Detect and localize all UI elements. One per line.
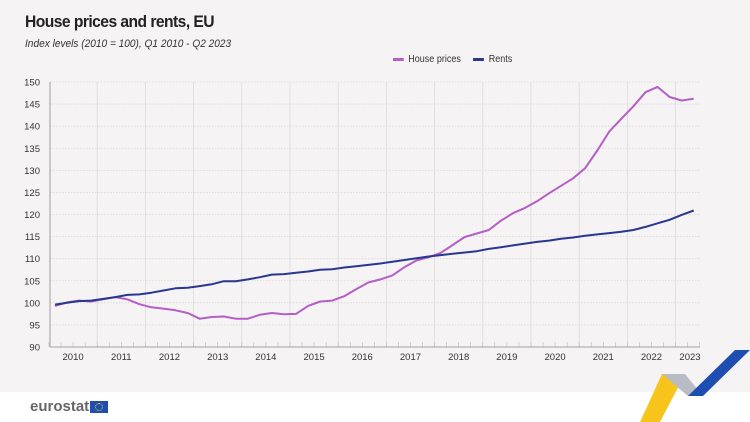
y-tick-label: 130 [24, 166, 40, 177]
y-tick-label: 95 [29, 320, 40, 331]
y-tick-label: 150 [24, 78, 40, 89]
y-tick-label: 100 [24, 298, 40, 309]
logo-text: eurostat [30, 398, 90, 415]
y-tick-label: 115 [25, 232, 40, 243]
x-tick-label: 2012 [159, 352, 180, 363]
legend: House prices Rents [393, 54, 512, 65]
series-line-rents [54, 209, 695, 306]
x-tick-label: 2017 [400, 352, 421, 363]
legend-label: Rents [488, 54, 513, 65]
chart-title: House prices and rents, EU [25, 12, 215, 31]
x-tick-label: 2013 [207, 352, 228, 363]
y-tick-label: 145 [24, 100, 40, 111]
chart-subtitle: Index levels (2010 = 100), Q1 2010 - Q2 … [25, 38, 232, 50]
y-tick-label: 105 [24, 276, 40, 287]
x-tick-label: 2023 [679, 352, 700, 363]
x-tick-label: 2018 [448, 352, 469, 363]
x-tick-label: 2011 [111, 352, 131, 363]
x-tick-label: 2015 [304, 352, 325, 363]
x-tick-label: 2020 [545, 352, 566, 363]
x-tick-label: 2014 [255, 352, 276, 363]
y-tick-label: 110 [25, 254, 40, 265]
x-tick-label: 2010 [63, 352, 84, 363]
grey-stripe [662, 374, 703, 396]
y-tick-label: 140 [24, 122, 40, 133]
line-chart: 90 95 100 105 110 115 120 125 130 135 140 145 150 201… [24, 78, 700, 364]
y-tick-label: 120 [24, 210, 40, 221]
series-line-house-prices [54, 85, 694, 320]
blue-stripe [688, 350, 750, 396]
x-tick-label: 2019 [496, 352, 517, 363]
y-tick-label: 125 [24, 188, 40, 199]
legend-item-rents[interactable]: Rents [473, 54, 512, 65]
x-tick-label: 2021 [593, 352, 614, 363]
x-tick-label: 2016 [352, 352, 373, 363]
eu-flag-icon [90, 400, 109, 413]
legend-item-house-prices[interactable]: House prices [393, 54, 461, 65]
legend-label: House prices [408, 54, 461, 65]
legend-swatch [473, 58, 485, 61]
chart-panel [0, 0, 750, 392]
yellow-stripe [640, 374, 685, 422]
legend-swatch [393, 58, 404, 61]
y-tick-label: 90 [29, 343, 40, 354]
eurostat-logo: eurostat [30, 398, 109, 415]
y-tick-label: 135 [24, 144, 40, 155]
x-tick-label: 2022 [641, 352, 662, 363]
